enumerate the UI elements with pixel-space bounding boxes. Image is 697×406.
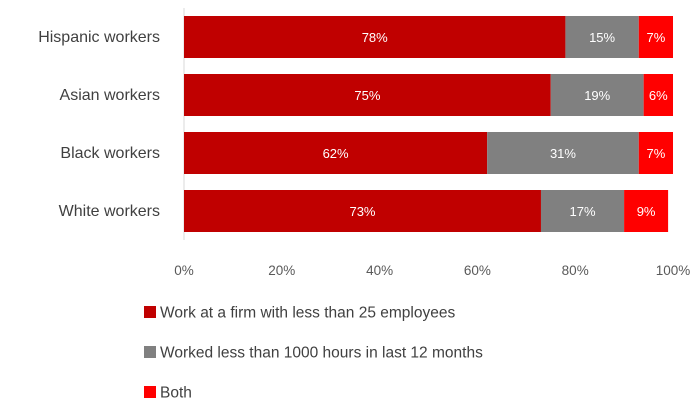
legend-label: Worked less than 1000 hours in last 12 m… xyxy=(160,345,483,362)
data-label: 62% xyxy=(323,146,349,161)
x-tick-label: 0% xyxy=(174,263,194,278)
data-label: 17% xyxy=(570,204,596,219)
bar-segment xyxy=(184,16,566,58)
x-tick-label: 60% xyxy=(464,263,491,278)
legend-swatch xyxy=(144,386,156,398)
data-label: 15% xyxy=(589,30,615,45)
category-label: Black workers xyxy=(60,145,160,162)
data-label: 6% xyxy=(649,88,668,103)
legend-label: Work at a firm with less than 25 employe… xyxy=(160,305,455,322)
category-label: White workers xyxy=(59,203,160,220)
data-label: 7% xyxy=(646,30,665,45)
bar-segment xyxy=(643,74,673,116)
bar-segment xyxy=(184,190,541,232)
data-label: 78% xyxy=(362,30,388,45)
data-label: 9% xyxy=(637,204,656,219)
bar-segment xyxy=(540,190,625,232)
x-tick-label: 40% xyxy=(366,263,393,278)
legend-swatch xyxy=(144,306,156,318)
x-tick-label: 100% xyxy=(656,263,691,278)
bar-segment xyxy=(184,74,551,116)
data-label: 19% xyxy=(584,88,610,103)
x-tick-label: 80% xyxy=(562,263,589,278)
category-label: Hispanic workers xyxy=(38,29,160,46)
bar-segment xyxy=(638,16,673,58)
x-tick-label: 20% xyxy=(268,263,295,278)
data-label: 73% xyxy=(349,204,375,219)
legend-label: Both xyxy=(160,385,192,402)
bar-segment xyxy=(624,190,669,232)
category-label: Asian workers xyxy=(60,87,160,104)
data-label: 75% xyxy=(354,88,380,103)
legend-swatch xyxy=(144,346,156,358)
bar-segment xyxy=(184,132,488,174)
bar-segment xyxy=(550,74,644,116)
bar-segment xyxy=(638,132,673,174)
data-label: 7% xyxy=(646,146,665,161)
bar-segment xyxy=(565,16,639,58)
data-label: 31% xyxy=(550,146,576,161)
bar-segment xyxy=(487,132,639,174)
